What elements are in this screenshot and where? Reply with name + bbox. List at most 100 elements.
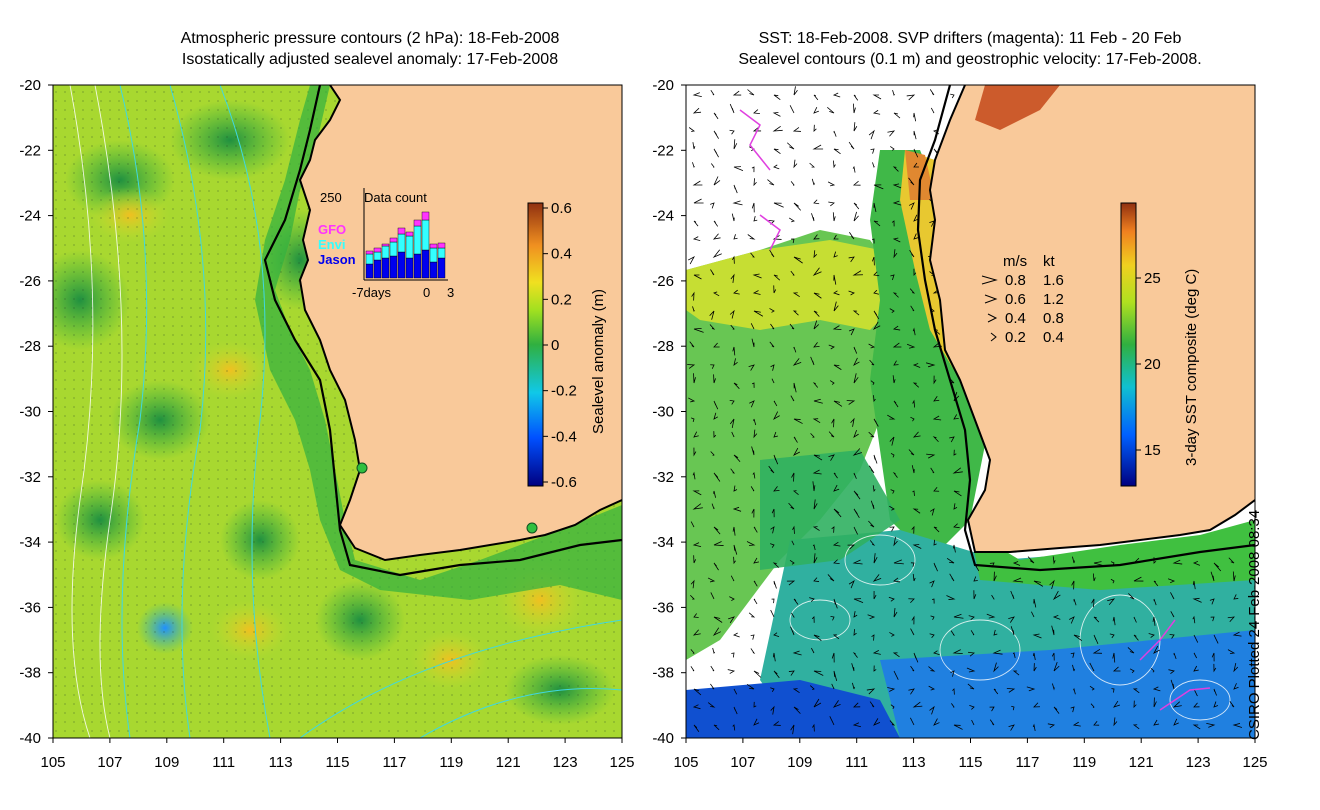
velocity-arrow (853, 702, 861, 708)
velocity-arrow (729, 400, 735, 405)
velocity-arrow (912, 327, 916, 336)
legend-gfo: GFO (318, 222, 346, 237)
velocity-arrow (867, 614, 876, 620)
velocity-arrow (789, 105, 795, 114)
velocity-arrow (692, 142, 696, 150)
velocity-arrow (773, 670, 780, 679)
velocity-arrow (792, 292, 800, 298)
velocity-legend-kt: 0.4 (1043, 329, 1064, 346)
velocity-arrow (911, 615, 915, 625)
velocity-arrow (770, 364, 775, 371)
velocity-arrow (793, 706, 801, 714)
velocity-arrow (1192, 724, 1201, 730)
velocity-arrow (1008, 724, 1015, 731)
velocity-arrow (732, 90, 742, 96)
sst-colorbar: 25 20 15 3-day SST composite (deg C) (1120, 202, 1200, 487)
data-count-inset: 250 Data count GFO Envi Jason -7days 0 3 (318, 188, 454, 300)
velocity-arrow (993, 662, 999, 673)
velocity-arrow (933, 487, 940, 492)
velocity-arrow (690, 666, 695, 672)
velocity-arrow (1227, 616, 1236, 623)
velocity-arrow (811, 616, 815, 623)
velocity-arrow (813, 234, 820, 240)
velocity-arrow (1073, 687, 1076, 695)
velocity-arrow (831, 683, 835, 690)
velocity-arrow (912, 490, 915, 497)
velocity-arrow (792, 358, 802, 366)
velocity-arrow (773, 400, 778, 407)
velocity-arrow (752, 126, 762, 132)
velocity-arrow (1213, 701, 1219, 708)
velocity-arrow (828, 344, 835, 350)
velocity-arrow (713, 472, 721, 482)
velocity-arrow (1110, 578, 1115, 584)
velocity-arrow (873, 454, 878, 464)
velocity-arrow (869, 359, 875, 366)
velocity-arrow (713, 176, 721, 186)
velocity-arrow (893, 537, 898, 547)
velocity-arrow (753, 701, 757, 708)
velocity-arrow (970, 630, 975, 636)
velocity-arrow (769, 249, 775, 258)
velocity-arrow (813, 250, 818, 259)
velocity-arrow (1092, 573, 1096, 582)
velocity-arrow (908, 177, 915, 186)
left-lat-tick-label: -40 (19, 730, 41, 747)
data-count-bar (365, 253, 374, 265)
velocity-arrow (687, 364, 696, 369)
velocity-arrow (772, 562, 779, 568)
velocity-arrow (791, 472, 795, 482)
velocity-arrow (793, 346, 797, 353)
velocity-arrow (773, 632, 780, 638)
left-lat-tick-label: -32 (19, 469, 41, 486)
velocity-arrow (833, 290, 840, 296)
velocity-arrow (930, 107, 935, 114)
velocity-arrow (770, 543, 775, 548)
velocity-arrow (933, 650, 940, 656)
velocity-arrow (873, 395, 876, 403)
velocity-arrow (929, 633, 935, 639)
velocity-arrow (753, 557, 760, 564)
velocity-arrow (753, 418, 757, 426)
sla-colorbar-gradient (527, 202, 544, 487)
velocity-arrow (1192, 580, 1196, 590)
velocity-arrow (1052, 590, 1061, 601)
left-shelf-isobath (263, 85, 622, 577)
velocity-arrow (873, 289, 880, 295)
velocity-arrow (1089, 662, 1095, 672)
velocity-arrow (753, 526, 758, 533)
sla-colorbar: 0.6 0.4 0.2 0 -0.2 -0.4 -0.6 Sealevel anomaly … (527, 200, 607, 491)
velocity-arrow (769, 308, 775, 313)
velocity-arrow (928, 666, 936, 672)
data-count-bar (405, 235, 414, 259)
velocity-arrow (772, 652, 776, 662)
velocity-arrow (751, 382, 755, 388)
data-count-bar (373, 247, 382, 253)
velocity-arrow (793, 86, 798, 96)
velocity-arrow (889, 720, 896, 726)
velocity-arrow (690, 417, 695, 423)
velocity-arrow (712, 627, 721, 637)
velocity-arrow (713, 490, 716, 498)
data-count-bar (405, 257, 414, 279)
velocity-arrow (748, 612, 756, 618)
velocity-arrow (788, 670, 795, 676)
velocity-arrow (930, 615, 935, 621)
velocity-arrow (1073, 598, 1077, 606)
velocity-arrow (933, 539, 937, 546)
velocity-arrow (1093, 616, 1100, 623)
velocity-arrow (710, 683, 715, 690)
right-lon-tick-label: 111 (845, 754, 868, 771)
velocity-legend-ms: 0.8 (1005, 272, 1026, 289)
velocity-arrow (889, 308, 895, 313)
velocity-arrow (1093, 561, 1104, 567)
velocity-arrow (750, 486, 755, 492)
svp-drifter-tracks (739, 109, 1211, 711)
velocity-arrow (753, 429, 758, 439)
velocity-arrow (792, 525, 795, 534)
velocity-arrow (833, 598, 838, 609)
velocity-arrow (727, 669, 736, 674)
velocity-arrow (852, 180, 861, 186)
velocity-arrow (853, 526, 858, 535)
velocity-arrow (788, 502, 795, 510)
